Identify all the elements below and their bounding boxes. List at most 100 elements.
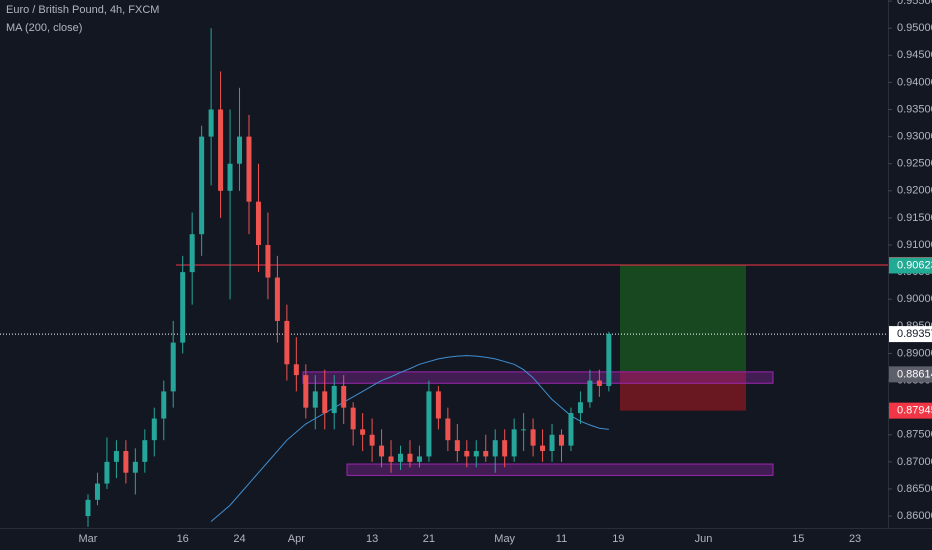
candle-body — [151, 418, 157, 441]
candle-body — [123, 451, 129, 473]
x-tick-label: Jun — [695, 533, 713, 545]
candle-body — [445, 418, 451, 441]
x-tick-label: 23 — [849, 533, 861, 545]
x-tick-label: 13 — [366, 533, 378, 545]
candle-body — [549, 434, 555, 452]
candle-body — [142, 440, 148, 462]
candle-body — [312, 391, 318, 408]
candle-body — [426, 391, 432, 457]
x-tick-label: 19 — [612, 533, 624, 545]
candle-body — [492, 440, 498, 457]
price-tag-label: 0.88614 — [897, 368, 932, 380]
price-tag-label: 0.90623 — [897, 259, 932, 271]
candle-body — [246, 136, 252, 202]
candle-body — [350, 407, 356, 430]
x-tick-label: Mar — [79, 533, 98, 545]
candle-body — [369, 434, 375, 446]
candle-body — [360, 429, 366, 435]
candle-body — [379, 445, 385, 457]
candle-body — [227, 163, 233, 191]
support-zone — [346, 463, 774, 476]
y-tick-label: 0.86000 — [897, 510, 932, 522]
candle-body — [341, 385, 347, 408]
candle-body — [454, 440, 460, 452]
candle-body — [170, 342, 176, 392]
x-tick-label: 16 — [177, 533, 189, 545]
x-tick-label: 11 — [556, 533, 567, 545]
candle-body — [568, 413, 574, 446]
candle-body — [388, 456, 394, 462]
candle-body — [322, 391, 328, 414]
candle-body — [596, 380, 602, 386]
price-tag-label: 0.87945 — [897, 405, 932, 417]
candle-body — [161, 391, 167, 419]
candle-body — [559, 434, 564, 446]
price-tag — [889, 366, 932, 383]
candle-body — [587, 380, 593, 403]
candle-body — [199, 136, 205, 235]
candle-body — [521, 429, 527, 431]
indicator-label: MA (200, close) — [6, 22, 82, 34]
candle-body — [113, 451, 119, 462]
candle-body — [473, 451, 479, 457]
price-tag — [889, 402, 932, 419]
target-zone — [620, 265, 746, 372]
candle-body — [416, 456, 422, 462]
candle-body — [606, 333, 612, 386]
candle-body — [303, 375, 309, 408]
candle-body — [540, 445, 546, 452]
candle-body — [398, 453, 404, 462]
candle-body — [85, 499, 91, 517]
candle-body — [435, 391, 441, 419]
moving-average — [210, 355, 609, 522]
candle-body — [331, 385, 337, 414]
price-tag — [889, 326, 932, 343]
candle-body — [511, 429, 517, 457]
price-tag-label: 0.89357 — [897, 328, 932, 340]
candle-body — [293, 364, 299, 376]
candle-body — [132, 461, 138, 473]
candle-body — [208, 109, 214, 137]
price-tag — [889, 257, 932, 274]
candle-body — [502, 440, 508, 457]
candle-body — [483, 451, 489, 457]
candle-body — [180, 272, 186, 343]
candle-body — [530, 429, 536, 446]
stop-zone — [620, 371, 746, 411]
candle-body — [255, 201, 261, 246]
candle-body — [577, 402, 583, 414]
candle-body — [218, 109, 224, 191]
candle-body — [94, 483, 100, 500]
candle-body — [464, 451, 470, 457]
x-tick-label: Apr — [288, 533, 305, 545]
candle-body — [237, 136, 243, 164]
x-tick-label: 21 — [423, 533, 435, 545]
candle-body — [189, 234, 195, 273]
candle-body — [407, 453, 413, 462]
candle-body — [274, 277, 280, 321]
candle-body — [284, 320, 290, 365]
x-tick-label: 24 — [233, 533, 245, 545]
candle-body — [104, 461, 110, 484]
candle-body — [265, 245, 271, 278]
chart-title: Euro / British Pound, 4h, FXCM — [6, 4, 159, 16]
support-zone — [302, 371, 774, 384]
x-tick-label: 15 — [792, 533, 804, 545]
